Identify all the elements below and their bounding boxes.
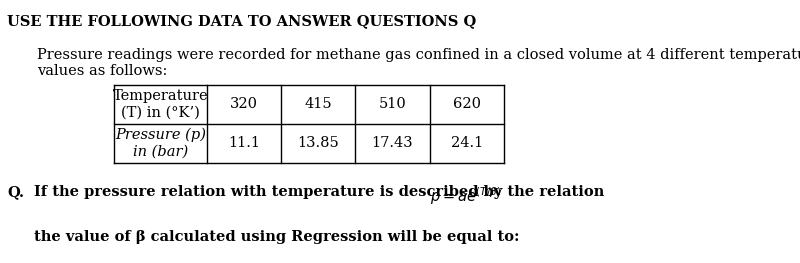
Text: $p = ae^{(T/\beta)}$: $p = ae^{(T/\beta)}$ [430, 185, 501, 206]
Text: 510: 510 [378, 97, 406, 111]
Text: 17.43: 17.43 [372, 136, 414, 150]
Text: 11.1: 11.1 [228, 136, 260, 150]
Text: 415: 415 [304, 97, 332, 111]
Text: Q.: Q. [7, 185, 24, 199]
Text: 320: 320 [230, 97, 258, 111]
Text: the value of β calculated using Regression will be equal to:: the value of β calculated using Regressi… [34, 230, 520, 244]
Text: Temperature
(T) in (°K’): Temperature (T) in (°K’) [113, 89, 208, 119]
Text: 24.1: 24.1 [450, 136, 483, 150]
Text: USE THE FOLLOWING DATA TO ANSWER QUESTIONS Q: USE THE FOLLOWING DATA TO ANSWER QUESTIO… [7, 14, 477, 28]
Text: 13.85: 13.85 [298, 136, 339, 150]
Text: If the pressure relation with temperature is described by the relation: If the pressure relation with temperatur… [34, 185, 610, 199]
Text: Pressure readings were recorded for methane gas confined in a closed volume at 4: Pressure readings were recorded for meth… [37, 48, 800, 78]
Text: Pressure (p)
in (bar): Pressure (p) in (bar) [115, 128, 206, 159]
Text: 620: 620 [453, 97, 481, 111]
